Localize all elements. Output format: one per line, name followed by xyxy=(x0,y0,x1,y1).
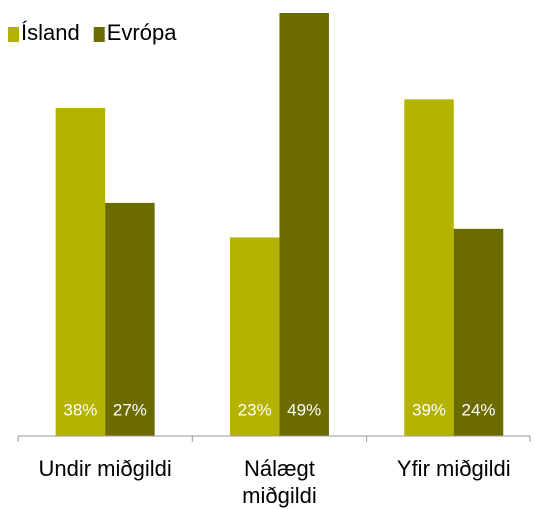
x-tick-label: Nálægt miðgildi xyxy=(242,456,317,508)
data-label: 49% xyxy=(287,400,321,419)
bar xyxy=(404,99,454,436)
legend-label: Ísland xyxy=(21,20,80,45)
bar xyxy=(105,202,155,436)
legend-swatch xyxy=(93,27,105,42)
data-label: 24% xyxy=(461,400,495,419)
legend-swatch xyxy=(8,27,19,42)
data-label: 38% xyxy=(63,400,97,419)
bar xyxy=(279,13,329,436)
data-label: 39% xyxy=(412,400,446,419)
data-label: 23% xyxy=(238,400,272,419)
legend-label: Evrópa xyxy=(107,20,177,45)
bar xyxy=(229,237,280,436)
bar xyxy=(453,228,504,436)
data-label: 27% xyxy=(113,400,147,419)
bar xyxy=(55,107,106,437)
x-tick-label: Undir miðgildi xyxy=(38,456,172,481)
x-tick-label: Yfir miðgildi xyxy=(396,456,511,481)
